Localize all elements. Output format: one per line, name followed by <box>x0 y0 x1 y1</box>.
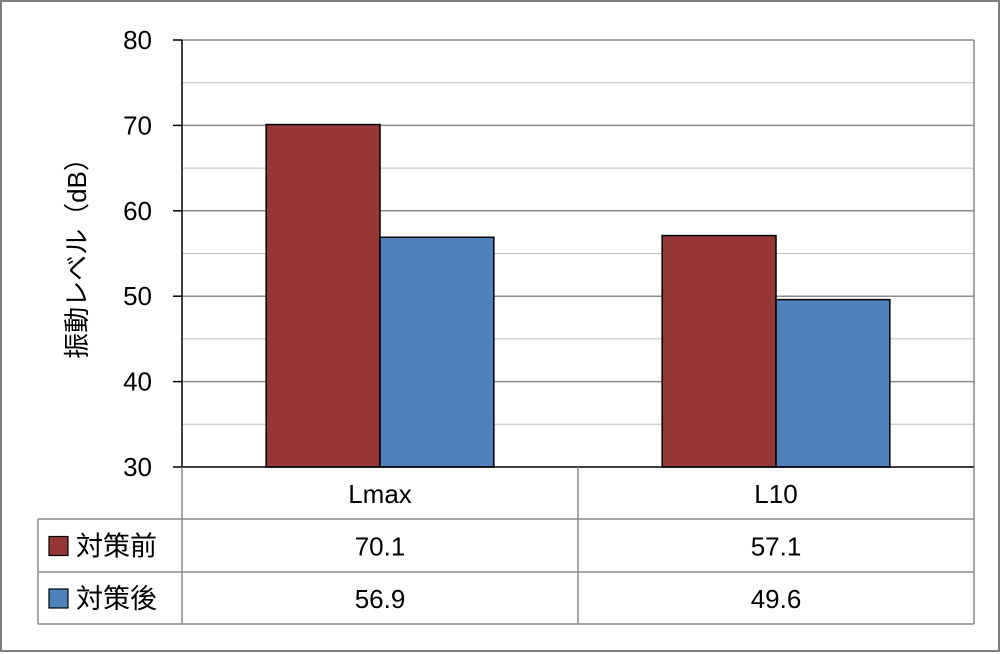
legend-key-before <box>48 535 69 557</box>
table-cell-value: 56.9 <box>355 584 406 614</box>
y-tick-label: 40 <box>123 367 152 397</box>
y-tick-label: 60 <box>123 196 152 226</box>
table-cell-value: 57.1 <box>751 532 802 562</box>
bar-before-l10 <box>661 234 777 468</box>
legend-label: 対策前 <box>76 532 157 562</box>
legend-label: 対策後 <box>76 584 157 614</box>
bar-before-lmax <box>265 123 381 468</box>
data-table: Lmax L10 対策前 70.1 57.1 対策後 56.9 49.6 <box>37 466 975 625</box>
table-cell-value: 49.6 <box>751 584 802 614</box>
bar-after-lmax <box>379 236 495 468</box>
x-category-label: Lmax <box>348 479 412 509</box>
axes <box>173 39 183 468</box>
y-tick-label: 80 <box>123 25 152 55</box>
bars <box>265 123 891 468</box>
x-category-label: L10 <box>754 479 797 509</box>
y-axis-title: 振動レベル（dB） <box>62 145 92 359</box>
y-tick-labels: 30 40 50 60 70 80 <box>123 25 152 482</box>
y-tick-label: 70 <box>123 110 152 140</box>
bar-after-l10 <box>775 298 891 468</box>
y-tick-label: 30 <box>123 452 152 482</box>
y-tick-label: 50 <box>123 281 152 311</box>
table-cell-value: 70.1 <box>355 532 406 562</box>
legend-key-after <box>48 588 69 609</box>
